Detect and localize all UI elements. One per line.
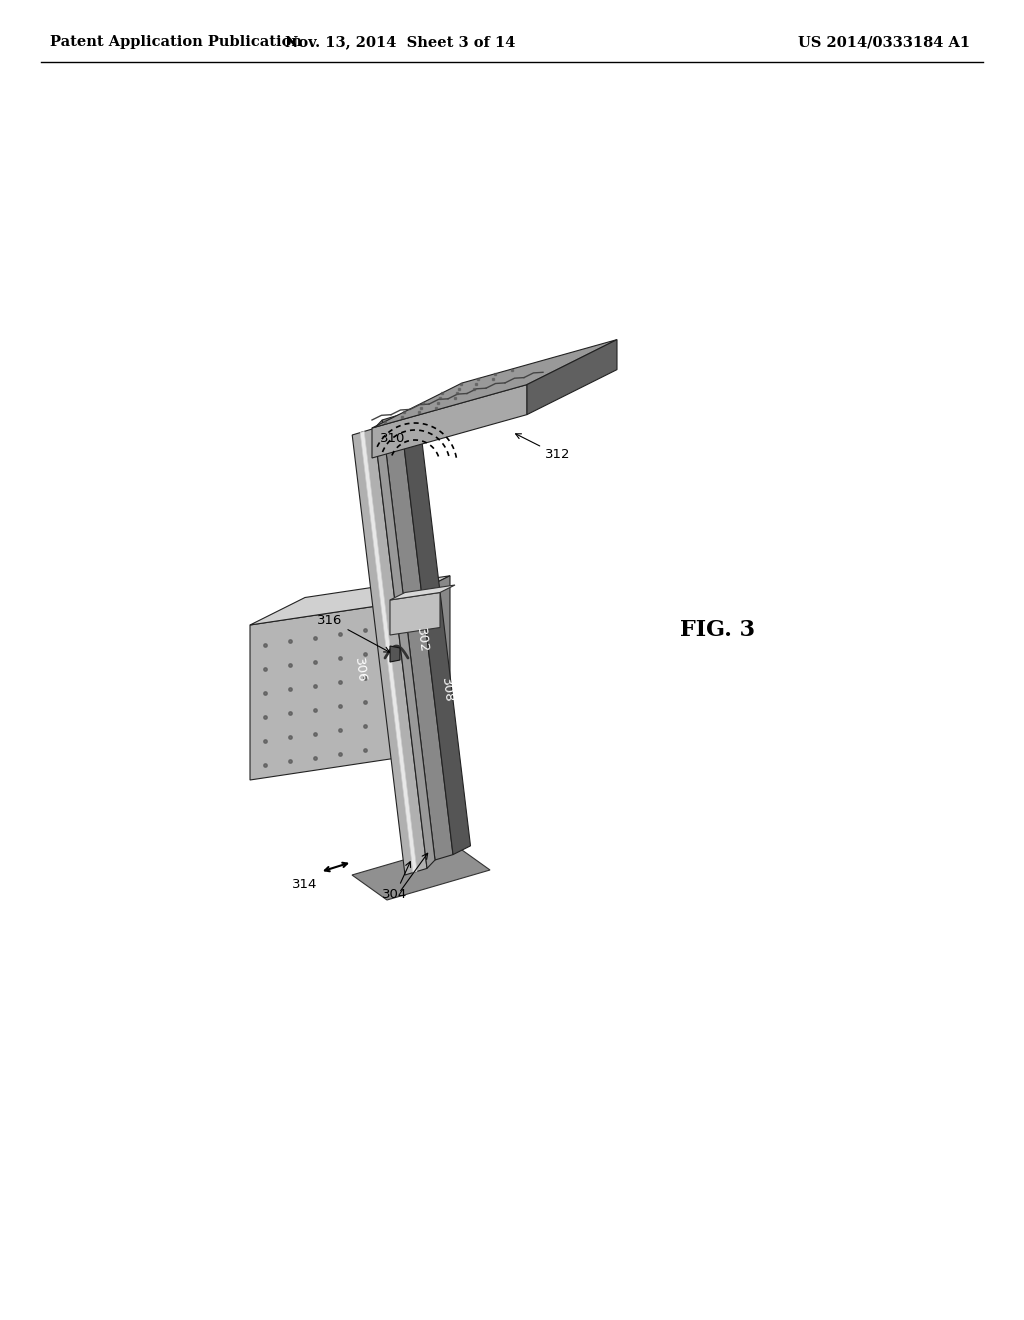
Polygon shape — [400, 405, 470, 854]
Polygon shape — [390, 593, 440, 635]
Text: 308: 308 — [439, 677, 455, 704]
Polygon shape — [390, 645, 400, 663]
Text: 316: 316 — [317, 614, 389, 652]
Text: 302: 302 — [414, 627, 430, 653]
Text: 306: 306 — [352, 656, 368, 684]
Text: Nov. 13, 2014  Sheet 3 of 14: Nov. 13, 2014 Sheet 3 of 14 — [285, 36, 515, 49]
Polygon shape — [372, 384, 527, 458]
Text: 304: 304 — [382, 862, 411, 902]
Polygon shape — [390, 585, 455, 601]
Text: Patent Application Publication: Patent Application Publication — [50, 36, 302, 49]
Polygon shape — [374, 420, 435, 869]
Polygon shape — [360, 432, 417, 873]
Text: 312: 312 — [516, 434, 570, 462]
Text: 310: 310 — [380, 432, 406, 445]
Polygon shape — [382, 414, 453, 861]
Polygon shape — [250, 603, 395, 780]
Polygon shape — [352, 429, 427, 875]
Polygon shape — [250, 576, 450, 624]
Text: 314: 314 — [292, 879, 317, 891]
Polygon shape — [372, 339, 617, 428]
Text: FIG. 3: FIG. 3 — [680, 619, 755, 642]
Text: US 2014/0333184 A1: US 2014/0333184 A1 — [798, 36, 970, 49]
Polygon shape — [352, 845, 490, 900]
Polygon shape — [527, 339, 617, 414]
Polygon shape — [395, 576, 450, 758]
